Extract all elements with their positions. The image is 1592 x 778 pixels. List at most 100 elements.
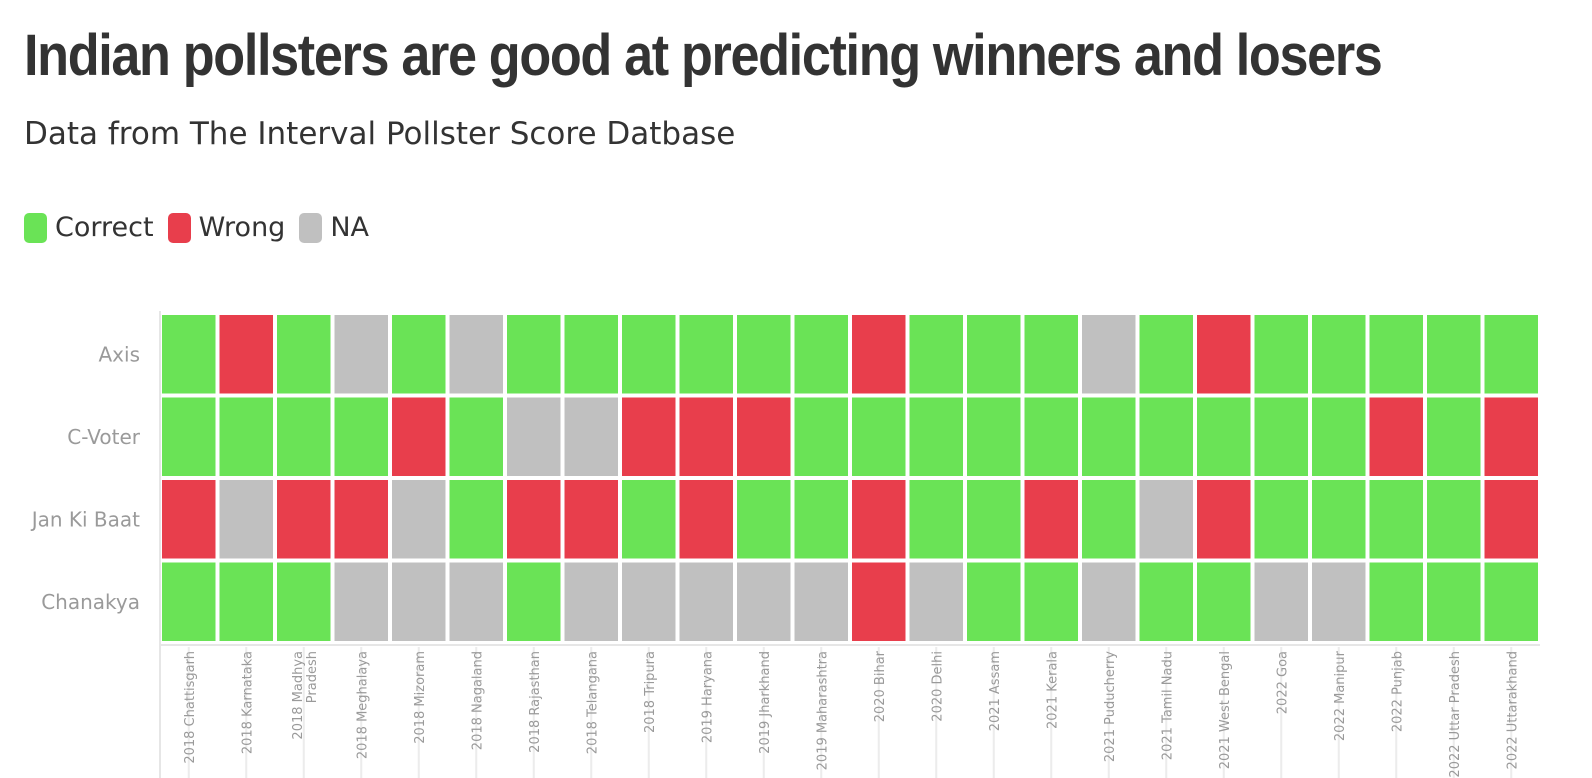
heatmap-cell[interactable]: Jan Ki Baat – 2021 Puducherry: Correct (1082, 480, 1136, 559)
heatmap-cell[interactable]: Chanakya – 2019 Maharashtra: NA (794, 562, 849, 642)
heatmap-cell[interactable]: Axis – 2021 Tamil Nadu: Correct (1139, 315, 1194, 394)
heatmap-cell[interactable]: Jan Ki Baat – 2018 Tripura: Correct (622, 480, 676, 559)
heatmap-cell[interactable]: Axis – 2019 Maharashtra: Correct (794, 315, 849, 394)
heatmap-cell[interactable]: Axis – 2021 Kerala: Correct (1024, 315, 1079, 394)
heatmap-cell[interactable]: Chanakya – 2021 Assam: Correct (967, 562, 1021, 642)
heatmap-cell[interactable]: Axis – 2021 Assam: Correct (967, 315, 1021, 394)
heatmap-cell[interactable]: Jan Ki Baat – 2021 Assam: Correct (967, 480, 1021, 559)
heatmap-cell[interactable]: Jan Ki Baat – 2019 Jharkhand: Correct (737, 480, 791, 559)
heatmap-cell[interactable]: Chanakya – 2018 Rajasthan: Correct (507, 562, 561, 642)
heatmap-cell[interactable]: C-Voter – 2022 Manipur: Correct (1312, 397, 1366, 477)
heatmap-cell[interactable]: Jan Ki Baat – 2021 West Bengal: Wrong (1197, 480, 1251, 559)
heatmap-cell[interactable]: C-Voter – 2021 Assam: Correct (967, 397, 1021, 477)
heatmap-cell[interactable]: C-Voter – 2021 West Bengal: Correct (1197, 397, 1251, 477)
heatmap-cell[interactable]: C-Voter – 2019 Haryana: Wrong (679, 397, 734, 477)
heatmap-cell[interactable]: Chanakya – 2018 Chattisgarh: Correct (162, 562, 216, 642)
heatmap-cell[interactable]: Axis – 2018 Karnataka: Wrong (219, 315, 274, 394)
heatmap-cell[interactable]: Chanakya – 2018 Karnataka: Correct (219, 562, 274, 642)
heatmap-cell[interactable]: Jan Ki Baat – 2018 Mizoram: NA (392, 480, 446, 559)
heatmap-cell[interactable]: C-Voter – 2021 Tamil Nadu: Correct (1139, 397, 1194, 477)
heatmap-cell[interactable]: C-Voter – 2018 Karnataka: Correct (219, 397, 274, 477)
heatmap-cell[interactable]: C-Voter – 2021 Kerala: Correct (1024, 397, 1079, 477)
heatmap-cell[interactable]: C-Voter – 2018 Nagaland: Correct (449, 397, 504, 477)
legend-item-wrong[interactable]: Wrong (167, 212, 285, 243)
heatmap-cell[interactable]: Axis – 2018 Chattisgarh: Correct (162, 315, 216, 394)
heatmap-cell[interactable]: Jan Ki Baat – 2021 Tamil Nadu: NA (1139, 480, 1194, 559)
heatmap-cell[interactable]: Jan Ki Baat – 2022 Manipur: Correct (1312, 480, 1366, 559)
heatmap-cell[interactable]: Jan Ki Baat – 2018 Karnataka: NA (219, 480, 274, 559)
heatmap-cell[interactable]: Axis – 2022 Uttar Pradesh: Correct (1427, 315, 1481, 394)
heatmap-cell[interactable]: Jan Ki Baat – 2022 Uttar Pradesh: Correc… (1427, 480, 1481, 559)
heatmap-cell[interactable]: Chanakya – 2022 Manipur: NA (1312, 562, 1366, 642)
heatmap-cell[interactable]: Axis – 2018 Mizoram: Correct (392, 315, 446, 394)
heatmap-cell[interactable]: Chanakya – 2020 Bihar: Wrong (852, 562, 906, 642)
legend-item-na[interactable]: NA (299, 212, 369, 243)
heatmap-cell[interactable]: C-Voter – 2020 Bihar: Correct (852, 397, 906, 477)
legend-item-correct[interactable]: Correct (24, 212, 154, 243)
heatmap-cell[interactable]: Chanakya – 2021 West Bengal: Correct (1197, 562, 1251, 642)
heatmap-cell[interactable]: C-Voter – 2022 Uttarakhand: Wrong (1484, 397, 1539, 477)
heatmap-cell[interactable]: C-Voter – 2018 Mizoram: Wrong (392, 397, 446, 477)
heatmap-cell[interactable]: Chanakya – 2020 Delhi: NA (909, 562, 964, 642)
heatmap-cell[interactable]: Jan Ki Baat – 2021 Kerala: Wrong (1024, 480, 1079, 559)
heatmap-cell[interactable]: C-Voter – 2022 Uttar Pradesh: Correct (1427, 397, 1481, 477)
heatmap-cell[interactable]: Chanakya – 2018 Mizoram: NA (392, 562, 446, 642)
heatmap-cell[interactable]: Jan Ki Baat – 2022 Goa: Correct (1254, 480, 1309, 559)
heatmap-cell[interactable]: Axis – 2022 Goa: Correct (1254, 315, 1309, 394)
heatmap-cell[interactable]: C-Voter – 2018 Madhya Pradesh: Correct (277, 397, 331, 477)
heatmap-cell[interactable]: Chanakya – 2019 Haryana: NA (679, 562, 734, 642)
heatmap-cell[interactable]: Axis – 2018 Madhya Pradesh: Correct (277, 315, 331, 394)
heatmap-cell[interactable]: Axis – 2021 Puducherry: NA (1082, 315, 1136, 394)
heatmap-cell[interactable]: Jan Ki Baat – 2018 Nagaland: Correct (449, 480, 504, 559)
heatmap-cell[interactable]: Chanakya – 2022 Uttar Pradesh: Correct (1427, 562, 1481, 642)
heatmap-cell[interactable]: C-Voter – 2022 Goa: Correct (1254, 397, 1309, 477)
heatmap-cell[interactable]: Chanakya – 2021 Tamil Nadu: Correct (1139, 562, 1194, 642)
heatmap-cell[interactable]: C-Voter – 2018 Meghalaya: Correct (334, 397, 389, 477)
heatmap-cell[interactable]: Jan Ki Baat – 2022 Punjab: Correct (1369, 480, 1424, 559)
heatmap-cell[interactable]: C-Voter – 2018 Chattisgarh: Correct (162, 397, 216, 477)
heatmap-cell[interactable]: Jan Ki Baat – 2018 Chattisgarh: Wrong (162, 480, 216, 559)
heatmap-cell[interactable]: Axis – 2018 Tripura: Correct (622, 315, 676, 394)
heatmap-cell[interactable]: Chanakya – 2018 Madhya Pradesh: Correct (277, 562, 331, 642)
heatmap-cell[interactable]: Axis – 2019 Jharkhand: Correct (737, 315, 791, 394)
heatmap-cell[interactable]: C-Voter – 2019 Maharashtra: Correct (794, 397, 849, 477)
heatmap-cell[interactable]: Chanakya – 2022 Goa: NA (1254, 562, 1309, 642)
column-label: 2021 Assam (988, 651, 1003, 731)
heatmap-cell[interactable]: Chanakya – 2021 Kerala: Correct (1024, 562, 1079, 642)
heatmap-cell[interactable]: C-Voter – 2021 Puducherry: Correct (1082, 397, 1136, 477)
heatmap-cell[interactable]: Axis – 2018 Meghalaya: NA (334, 315, 389, 394)
heatmap-cell[interactable]: C-Voter – 2018 Telangana: NA (564, 397, 619, 477)
heatmap-cell[interactable]: C-Voter – 2018 Tripura: Wrong (622, 397, 676, 477)
heatmap-cell[interactable]: Jan Ki Baat – 2018 Telangana: Wrong (564, 480, 619, 559)
heatmap-cell[interactable]: Jan Ki Baat – 2022 Uttarakhand: Wrong (1484, 480, 1539, 559)
heatmap-cell[interactable]: C-Voter – 2019 Jharkhand: Wrong (737, 397, 791, 477)
heatmap-cell[interactable]: Axis – 2019 Haryana: Correct (679, 315, 734, 394)
heatmap-cell[interactable]: Axis – 2018 Telangana: Correct (564, 315, 619, 394)
heatmap-cell[interactable]: Chanakya – 2022 Uttarakhand: Correct (1484, 562, 1539, 642)
heatmap-cell[interactable]: Chanakya – 2018 Tripura: NA (622, 562, 676, 642)
heatmap-cell[interactable]: Axis – 2022 Punjab: Correct (1369, 315, 1424, 394)
heatmap-cell[interactable]: Chanakya – 2021 Puducherry: NA (1082, 562, 1136, 642)
heatmap-cell[interactable]: Chanakya – 2018 Nagaland: NA (449, 562, 504, 642)
heatmap-cell[interactable]: Jan Ki Baat – 2020 Bihar: Wrong (852, 480, 906, 559)
heatmap-cell[interactable]: C-Voter – 2020 Delhi: Correct (909, 397, 964, 477)
heatmap-cell[interactable]: Chanakya – 2018 Meghalaya: NA (334, 562, 389, 642)
heatmap-cell[interactable]: Jan Ki Baat – 2018 Madhya Pradesh: Wrong (277, 480, 331, 559)
heatmap-cell[interactable]: Axis – 2022 Manipur: Correct (1312, 315, 1366, 394)
heatmap-cell[interactable]: Jan Ki Baat – 2019 Haryana: Wrong (679, 480, 734, 559)
heatmap-cell[interactable]: Axis – 2020 Delhi: Correct (909, 315, 964, 394)
heatmap-cell[interactable]: Jan Ki Baat – 2019 Maharashtra: Correct (794, 480, 849, 559)
heatmap-cell[interactable]: Jan Ki Baat – 2018 Meghalaya: Wrong (334, 480, 389, 559)
heatmap-cell[interactable]: Axis – 2018 Nagaland: NA (449, 315, 504, 394)
heatmap-cell[interactable]: Axis – 2022 Uttarakhand: Correct (1484, 315, 1539, 394)
heatmap-cell[interactable]: Jan Ki Baat – 2018 Rajasthan: Wrong (507, 480, 561, 559)
heatmap-cell[interactable]: Chanakya – 2018 Telangana: NA (564, 562, 619, 642)
heatmap-cell[interactable]: C-Voter – 2022 Punjab: Wrong (1369, 397, 1424, 477)
heatmap-cell[interactable]: Chanakya – 2022 Punjab: Correct (1369, 562, 1424, 642)
heatmap-cell[interactable]: Axis – 2018 Rajasthan: Correct (507, 315, 561, 394)
heatmap-cell[interactable]: Jan Ki Baat – 2020 Delhi: Correct (909, 480, 964, 559)
heatmap-cell[interactable]: Axis – 2021 West Bengal: Wrong (1197, 315, 1251, 394)
heatmap-cell[interactable]: C-Voter – 2018 Rajasthan: NA (507, 397, 561, 477)
heatmap-cell[interactable]: Chanakya – 2019 Jharkhand: NA (737, 562, 791, 642)
heatmap-cell[interactable]: Axis – 2020 Bihar: Wrong (852, 315, 906, 394)
